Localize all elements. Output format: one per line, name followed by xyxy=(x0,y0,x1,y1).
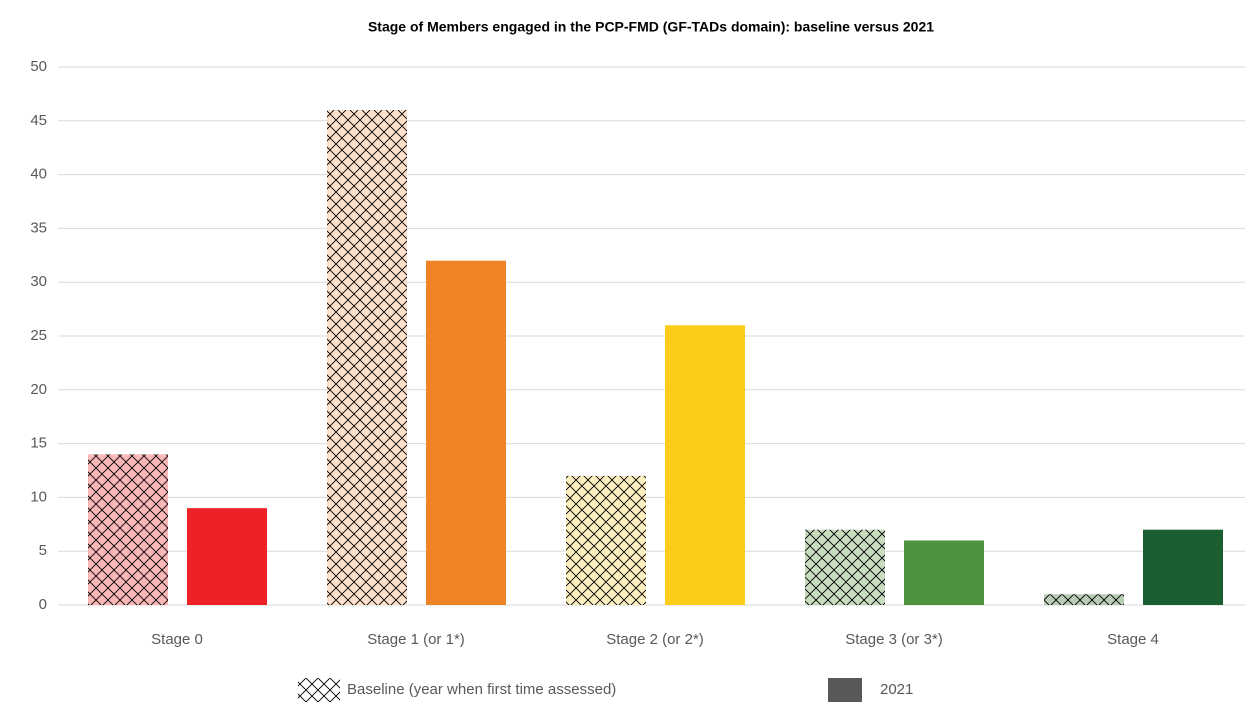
bar xyxy=(566,475,646,605)
chart-title: Stage of Members engaged in the PCP-FMD … xyxy=(368,19,934,35)
bar xyxy=(426,260,506,605)
legend-swatch xyxy=(298,678,340,702)
y-tick-label: 35 xyxy=(30,219,47,236)
x-tick-label: Stage 0 xyxy=(151,631,203,648)
y-tick-label: 45 xyxy=(30,112,47,129)
bar xyxy=(1044,594,1124,605)
y-tick-label: 50 xyxy=(30,58,47,75)
x-tick-label: Stage 2 (or 2*) xyxy=(606,631,704,648)
y-tick-label: 10 xyxy=(30,488,47,505)
y-tick-label: 40 xyxy=(30,166,47,183)
y-tick-label: 5 xyxy=(39,542,47,559)
legend-label: 2021 xyxy=(880,681,913,698)
x-tick-label: Stage 4 xyxy=(1107,631,1159,648)
bar xyxy=(904,540,984,605)
y-tick-label: 25 xyxy=(30,327,47,344)
y-tick-label: 0 xyxy=(39,596,47,613)
x-tick-label: Stage 3 (or 3*) xyxy=(845,631,943,648)
bar xyxy=(187,508,267,605)
bar xyxy=(1143,529,1223,605)
bar xyxy=(327,110,407,605)
legend-label: Baseline (year when first time assessed) xyxy=(347,681,616,698)
bar xyxy=(805,529,885,605)
legend-swatch xyxy=(828,678,862,702)
y-tick-label: 20 xyxy=(30,381,47,398)
y-tick-label: 15 xyxy=(30,435,47,452)
y-tick-label: 30 xyxy=(30,273,47,290)
x-tick-label: Stage 1 (or 1*) xyxy=(367,631,465,648)
bar xyxy=(665,325,745,605)
bar xyxy=(88,454,168,605)
